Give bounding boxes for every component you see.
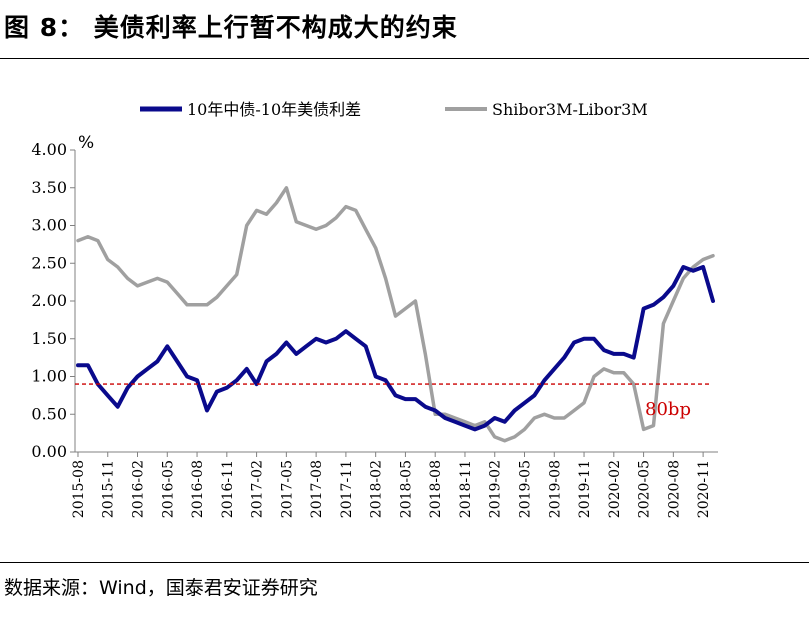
series-line-0: [76, 265, 715, 432]
title-divider: [0, 58, 809, 59]
x-tick-label: 2017-08: [309, 460, 325, 518]
y-ticks: 0.00 0.50 1.00 1.50 2.00 2.50 3.00 3.50 4.00: [31, 140, 75, 461]
x-tick-label: 2016-11: [220, 460, 236, 518]
y-tick-label: 2.50: [31, 253, 67, 272]
series-line-1: [76, 186, 715, 443]
y-tick-label: 2.00: [31, 291, 67, 310]
x-tick-label: 2019-08: [547, 460, 563, 518]
x-tick-label: 2017-11: [339, 460, 355, 518]
x-tick-label: 2016-08: [190, 460, 206, 518]
figure-title: 图 8： 美债利率上行暂不构成大的约束: [4, 13, 458, 42]
x-tick-label: 2017-05: [279, 460, 295, 518]
x-tick-label: 2020-05: [637, 460, 653, 518]
x-tick-label: 2018-02: [369, 460, 385, 518]
series-layer: [76, 186, 715, 443]
y-tick-label: 4.00: [31, 140, 67, 159]
x-tick-label: 2015-08: [71, 460, 87, 518]
x-tick-label: 2020-08: [666, 460, 682, 518]
x-tick-label: 2018-11: [458, 460, 474, 518]
x-ticks: 2015-08 2015-11 2016-02 2016-05 2016-08 2016-…: [71, 452, 712, 518]
x-tick-label: 2019-05: [518, 460, 534, 518]
legend: 10年中债-10年美债利差 Shibor3M-Libor3M: [140, 100, 648, 119]
x-tick-label: 2020-02: [607, 460, 623, 518]
reference-layer: 80bp: [75, 383, 712, 420]
x-tick-label: 2018-05: [398, 460, 414, 518]
legend-label: Shibor3M-Libor3M: [492, 100, 648, 119]
y-tick-label: 0.50: [31, 404, 67, 423]
x-tick-label: 2019-02: [488, 460, 504, 518]
x-tick-label: 2018-08: [428, 460, 444, 518]
y-tick-label: 3.50: [31, 178, 67, 197]
reference-line-label: 80bp: [645, 399, 691, 420]
source-divider: [0, 562, 809, 563]
x-tick-label: 2017-02: [250, 460, 266, 518]
y-tick-label: 1.00: [31, 367, 67, 386]
x-tick-label: 2016-02: [131, 460, 147, 518]
x-tick-label: 2019-11: [577, 460, 593, 518]
x-tick-label: 2016-05: [160, 460, 176, 518]
y-tick-label: 0.00: [31, 442, 67, 461]
x-tick-label: 2015-11: [101, 460, 117, 518]
source-note: 数据来源：Wind，国泰君安证券研究: [4, 577, 318, 599]
legend-label: 10年中债-10年美债利差: [187, 100, 361, 119]
x-tick-label: 2020-11: [696, 460, 712, 518]
y-axis-unit: %: [78, 133, 94, 153]
y-tick-label: 1.50: [31, 329, 67, 348]
y-tick-label: 3.00: [31, 216, 67, 235]
